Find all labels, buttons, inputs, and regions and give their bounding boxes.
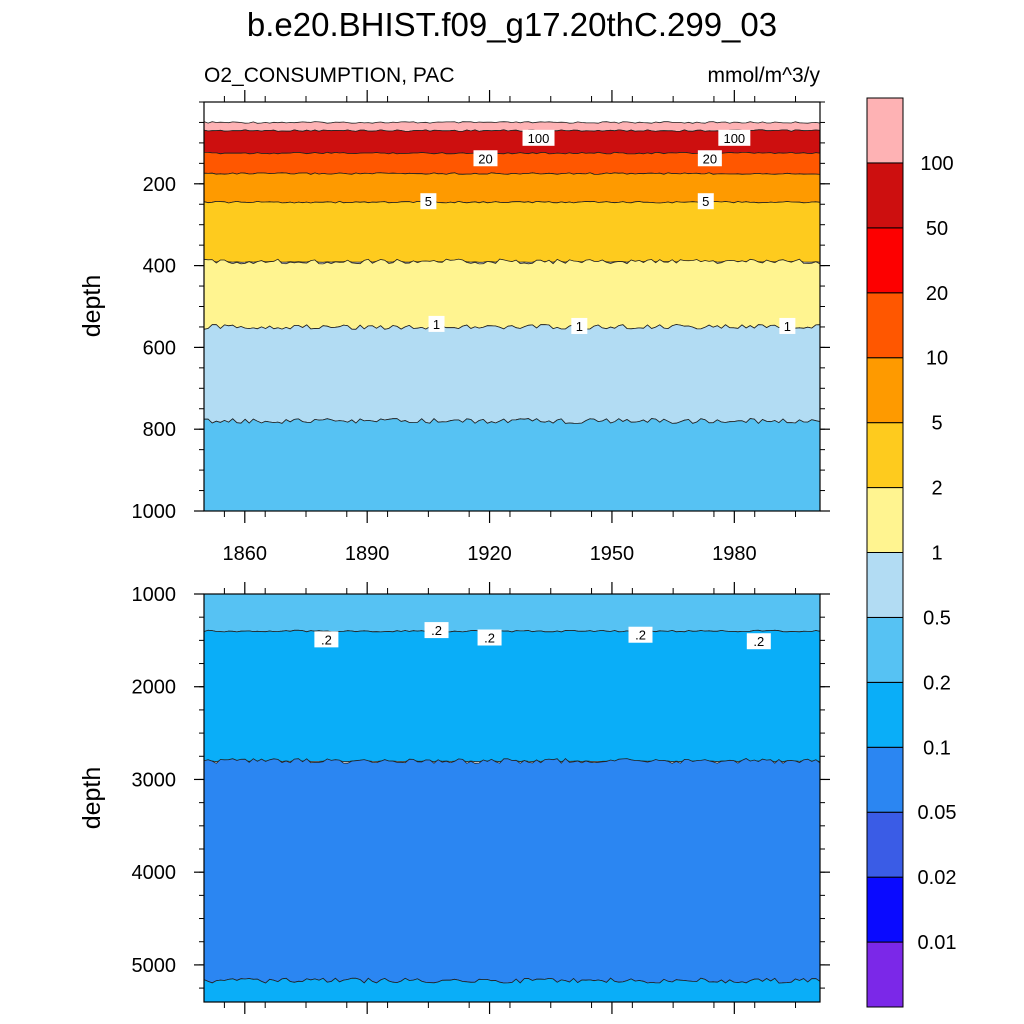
y-tick-label: 600 (143, 337, 176, 359)
chart-title: b.e20.BHIST.f09_g17.20thC.299_03 (247, 6, 777, 43)
x-tick-label: 1950 (590, 543, 635, 565)
contour-label: 1 (784, 319, 791, 334)
contour-band (203, 151, 821, 175)
contour-label: .2 (753, 634, 764, 649)
plot-frame (203, 593, 821, 1003)
colorbar-label: 50 (926, 218, 948, 240)
contour-label-box (420, 193, 437, 210)
x-tick-label: 1890 (345, 543, 390, 565)
colorbar-swatch (866, 162, 904, 229)
contour-label: .2 (484, 631, 495, 646)
colorbar-label: 2 (931, 478, 942, 500)
upper-panel: 100 100 20 20 5 5 1 1 1 200 400 600 800 1000 1860 1890 1… (78, 90, 830, 565)
colorbar-label: 0.5 (923, 607, 951, 629)
colorbar-label: 10 (926, 348, 948, 370)
colorbar-label: 0.01 (918, 932, 957, 954)
y-tick-label: 1000 (132, 501, 177, 523)
y-axis-label: depth (78, 767, 106, 830)
contour-label-box (522, 129, 555, 146)
contour-label: 20 (703, 151, 717, 166)
colorbar-label: 5 (931, 413, 942, 435)
colorbar-label: 0.2 (923, 672, 951, 694)
lower-panel: .2 .2 .2 .2 .2 1000 2000 3000 4000 5000 depth (78, 582, 830, 1014)
contour-band (203, 593, 821, 633)
colorbar-swatch (866, 97, 904, 164)
y-tick-label: 5000 (132, 955, 177, 977)
contour-label-box (697, 150, 722, 167)
contour-label: 5 (702, 194, 709, 209)
contour-band (203, 200, 821, 263)
y-tick-label: 2000 (132, 677, 177, 699)
colorbar-label: 0.02 (918, 867, 957, 889)
colorbar-swatch (866, 616, 904, 683)
contour-label: 1 (433, 317, 440, 332)
colorbar-label: 20 (926, 283, 948, 305)
contour-label-box (779, 317, 796, 334)
colorbar-label: 1 (931, 543, 942, 565)
colorbar-swatch (866, 681, 904, 748)
colorbar-swatch (866, 227, 904, 294)
contour-label-box (571, 317, 588, 334)
contour-label: .2 (431, 623, 442, 638)
colorbar: 0.01 0.02 0.05 0.1 0.2 0.5 1 2 5 10 20 50 100 (866, 97, 957, 1008)
contour-band (203, 172, 821, 204)
contour-label: 100 (528, 131, 550, 146)
variable-label: O2_CONSUMPTION, PAC (204, 64, 454, 87)
x-tick-label: 1980 (712, 543, 757, 565)
colorbar-swatch (866, 357, 904, 424)
contour-label: .2 (321, 632, 332, 647)
contour-label-box (473, 150, 498, 167)
y-tick-label: 800 (143, 419, 176, 441)
colorbar-label: 0.05 (918, 802, 957, 824)
contour-label: 5 (425, 194, 432, 209)
contour-band (203, 324, 821, 424)
x-tick-label: 1860 (223, 543, 268, 565)
contour-label-box (428, 315, 445, 332)
colorbar-swatch (866, 552, 904, 618)
contour-band (203, 758, 821, 984)
colorbar-swatch (866, 876, 904, 943)
contour-label-box (746, 633, 771, 650)
y-axis-label: depth (78, 275, 106, 338)
colorbar-swatch (866, 422, 904, 489)
contour-label: 20 (478, 151, 492, 166)
contour-label-box (697, 193, 714, 210)
colorbar-swatch (866, 811, 904, 878)
colorbar-label: 0.1 (923, 737, 951, 759)
y-tick-label: 400 (143, 256, 176, 278)
y-tick-label: 200 (143, 174, 176, 196)
contour-label-box (314, 631, 339, 648)
contour-label-box (477, 629, 502, 646)
contour-band (203, 258, 821, 330)
contour-label: 100 (723, 131, 745, 146)
colorbar-swatch (866, 941, 904, 1008)
colorbar-swatch (866, 746, 904, 813)
contour-label-box (628, 626, 653, 643)
colorbar-label: 100 (920, 153, 953, 175)
contour-label: .2 (635, 628, 646, 643)
contour-label: 1 (576, 319, 583, 334)
units-label: mmol/m^3/y (707, 64, 820, 87)
contour-band (203, 629, 821, 763)
y-tick-label: 4000 (132, 862, 177, 884)
colorbar-swatch (866, 487, 904, 554)
y-tick-label: 3000 (132, 769, 177, 791)
contour-label-box (424, 622, 449, 639)
x-tick-label: 1920 (467, 543, 512, 565)
contour-band (203, 418, 821, 512)
contour-label-box (718, 129, 751, 146)
y-tick-label: 1000 (132, 584, 177, 606)
colorbar-swatch (866, 292, 904, 359)
